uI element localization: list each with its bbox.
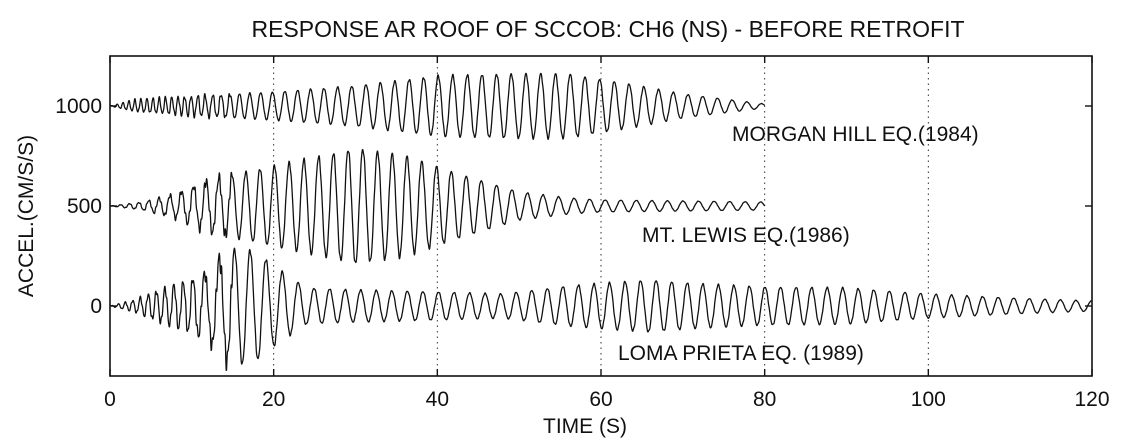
y-axis: 0 500 1000 <box>55 95 1092 318</box>
x-tick-label: 20 <box>262 388 285 411</box>
series-line-morgan-hill-eq-1984 <box>109 72 766 140</box>
x-tick-label: 40 <box>426 388 449 411</box>
y-axis-label: ACCEL.(CM/S/S) <box>15 135 38 297</box>
x-tick-label: 60 <box>589 388 612 411</box>
grid-layer <box>273 56 929 376</box>
y-tick-label: 1000 <box>55 95 102 118</box>
x-tick-label: 80 <box>753 388 776 411</box>
series-label-loma-prieta-eq-1989: LOMA PRIETA EQ. (1989) <box>618 342 864 365</box>
series-label-mt-lewis-eq-1986: MT. LEWIS EQ.(1986) <box>642 224 850 247</box>
series-line-mt-lewis-eq-1986 <box>109 148 766 264</box>
traces-layer <box>109 72 1093 372</box>
y-tick-label: 0 <box>90 295 102 318</box>
series-label-morgan-hill-eq-1984: MORGAN HILL EQ.(1984) <box>732 123 979 146</box>
chart-title: RESPONSE AR ROOF OF SCCOB: CH6 (NS) - BE… <box>251 16 964 42</box>
x-axis: 0 20 40 60 80 100 120 <box>104 56 1110 411</box>
x-tick-label: 120 <box>1074 388 1109 411</box>
x-axis-label: TIME (S) <box>543 415 627 438</box>
series-labels: MORGAN HILL EQ.(1984) MT. LEWIS EQ.(1986)… <box>618 123 979 365</box>
y-tick-label: 500 <box>67 195 102 218</box>
x-tick-label: 0 <box>104 388 116 411</box>
x-tick-label: 100 <box>911 388 946 411</box>
series-line-loma-prieta-eq-1989 <box>109 247 1093 372</box>
